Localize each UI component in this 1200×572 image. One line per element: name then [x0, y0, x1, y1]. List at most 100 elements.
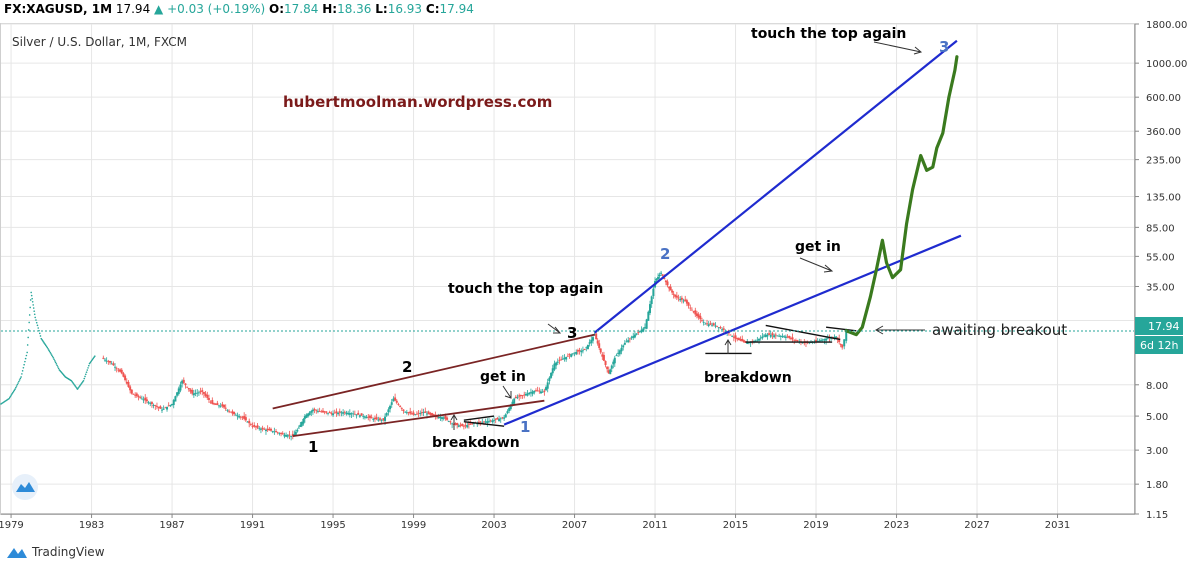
candle-body [721, 328, 724, 330]
watermark-text: hubertmoolman.wordpress.com [283, 93, 552, 111]
early-dot [47, 349, 50, 351]
early-dot [30, 291, 32, 294]
candle-body [145, 399, 148, 402]
candle [571, 353, 574, 356]
candle-body [596, 340, 599, 344]
candle [704, 322, 707, 325]
candle-body [699, 315, 702, 320]
candle-body [781, 336, 784, 337]
candle-body [506, 411, 509, 414]
candle-body [167, 405, 170, 407]
candle-body [132, 393, 135, 395]
candle-body [142, 399, 145, 401]
price-tick-label: 360.00 [1146, 127, 1181, 138]
candle [498, 415, 501, 422]
candle-body [763, 335, 766, 337]
candle [402, 409, 405, 414]
candle-body [825, 338, 828, 341]
candle [268, 426, 271, 431]
candle-body [768, 333, 771, 335]
price-tick-label: 1.15 [1146, 510, 1168, 521]
candle [565, 356, 568, 362]
candle [506, 409, 509, 415]
candle [201, 387, 204, 396]
candle [258, 426, 261, 431]
candle [442, 416, 445, 421]
candle-body [226, 409, 229, 411]
candle [789, 336, 792, 341]
annotation-awaiting-breakout: awaiting breakout [932, 321, 1067, 339]
candle [409, 407, 412, 416]
candle [419, 410, 422, 417]
candle-body [774, 334, 777, 336]
candle-body [737, 338, 740, 341]
candle [488, 417, 491, 424]
candle [261, 425, 264, 432]
candle-body [362, 416, 365, 417]
price-tick-label: 1800.00 [1146, 20, 1187, 31]
candle-body [335, 411, 338, 414]
candle-body [786, 336, 789, 338]
candle-body [467, 423, 470, 425]
candle-body [679, 299, 682, 301]
candle-body [125, 381, 128, 384]
candle [125, 378, 128, 385]
early-dot [18, 379, 21, 381]
candle-body [668, 286, 671, 289]
candle-body [332, 413, 335, 416]
time-tick-label: 2027 [964, 520, 989, 531]
candle-body [469, 423, 472, 425]
candle [332, 410, 335, 417]
price-axis[interactable]: 1800.00 1000.00 600.00 360.00 235.00 135.00 85… [1134, 20, 1187, 521]
candle [379, 416, 382, 422]
candle [256, 422, 259, 430]
candle-body [330, 413, 333, 414]
early-dot [22, 366, 25, 369]
candle [781, 333, 784, 338]
trendline-brown-upper [272, 333, 595, 410]
candle-body [462, 425, 465, 427]
candle [481, 418, 484, 424]
time-axis[interactable]: 1979 1983 1987 1991 1995 1999 2003 2007 2011 2015… [0, 513, 1135, 531]
candle [518, 393, 521, 401]
candle [171, 403, 174, 407]
candle-body [538, 390, 541, 392]
candle [697, 312, 700, 320]
candle [400, 407, 403, 411]
candle [680, 295, 683, 304]
candle [263, 427, 266, 430]
candle [489, 419, 492, 423]
candle [323, 410, 326, 415]
candle-body [263, 428, 266, 430]
candle [690, 307, 693, 311]
candle [716, 325, 719, 328]
candle-body [471, 423, 474, 424]
candle [206, 391, 209, 400]
candle-body [519, 394, 522, 396]
candle-body [734, 335, 737, 339]
candle [184, 383, 187, 389]
candle-body [486, 421, 489, 424]
candle-body [288, 434, 291, 436]
candle-body [271, 430, 274, 432]
candle-body [424, 411, 427, 413]
candle [477, 418, 480, 426]
early-dot [38, 332, 41, 335]
candle-body [192, 393, 195, 396]
candle-body [103, 359, 106, 361]
candle-body [414, 414, 417, 416]
candle-body [658, 274, 661, 277]
candle [299, 422, 302, 428]
low-value: 16.93 [387, 2, 423, 16]
candle-body [731, 336, 734, 337]
candle-body [689, 307, 692, 309]
tradingview-brand: TradingView [32, 545, 105, 559]
candle [602, 351, 605, 362]
candle-body [677, 297, 680, 299]
candle-body [290, 435, 293, 437]
candle-body [417, 412, 420, 414]
early-dot [51, 355, 54, 358]
chart-badge-icon[interactable] [12, 474, 38, 500]
candle [766, 333, 769, 340]
